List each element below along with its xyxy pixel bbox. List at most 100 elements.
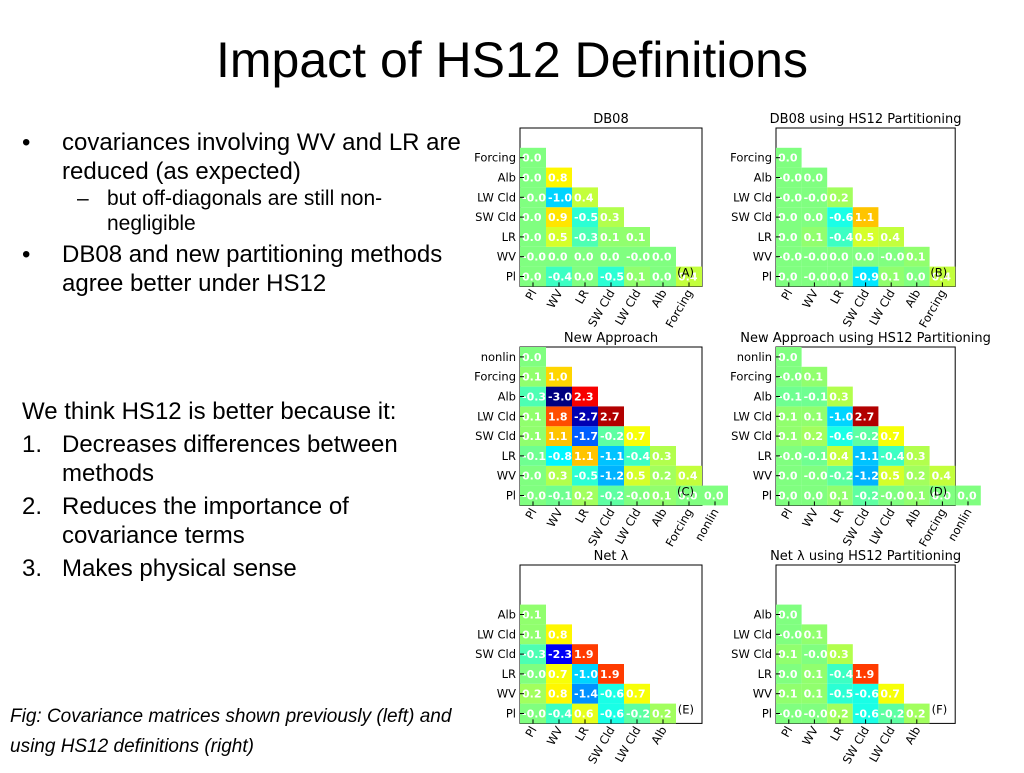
heatmap-cell — [572, 426, 598, 446]
cell-value: -1.2 — [855, 470, 879, 483]
y-tick-label: LW Cld — [733, 409, 772, 423]
x-tick-label: LW Cld — [612, 506, 644, 547]
reason-number: 1. — [22, 431, 43, 458]
cell-value: 0.4 — [880, 231, 900, 244]
cell-value: 0.1 — [600, 231, 620, 244]
cell-value: -0.4 — [829, 668, 853, 681]
heatmap-cell — [598, 446, 624, 466]
heatmap-cell — [520, 406, 546, 427]
heatmap-cell — [572, 644, 598, 664]
cell-value: 0.1 — [652, 490, 672, 503]
heatmap-cell — [676, 485, 702, 506]
bullet-text: covariances involving WV and LR are redu… — [62, 129, 461, 185]
heatmap-cell — [852, 664, 879, 684]
cell-value: 1.1 — [548, 430, 568, 443]
cell-value: 0.0 — [778, 231, 798, 244]
cell-value: 0.0 — [778, 609, 798, 622]
cell-value: 0.0 — [522, 152, 542, 165]
heatmap-cell — [624, 426, 650, 446]
x-tick-label: Pl — [522, 287, 539, 303]
cell-value: -0.0 — [804, 708, 828, 721]
bullet-list: • covariances involving WV and LR are red… — [22, 128, 462, 298]
figure-caption: Fig: Covariance matrices shown previousl… — [10, 706, 452, 757]
heatmap-cell — [572, 187, 598, 208]
heatmap-cell — [520, 386, 546, 407]
cell-value: 0.0 — [704, 490, 724, 503]
cell-value: 0.1 — [626, 271, 646, 284]
slide-title: Impact of HS12 Definitions — [216, 32, 808, 88]
cell-value: 1.9 — [855, 668, 875, 681]
cell-value: 0.2 — [829, 191, 849, 204]
cell-value: 0.4 — [932, 271, 952, 284]
x-tick-label: LW Cld — [612, 724, 644, 765]
y-tick-label: Alb — [754, 390, 772, 404]
y-tick-label: Alb — [498, 390, 516, 404]
cell-value: 0.3 — [652, 450, 672, 463]
cell-value: -0.2 — [855, 430, 879, 443]
chart-title: New Approach using HS12 Partitioning — [740, 331, 991, 346]
heatmap-cell — [776, 446, 802, 466]
panel-label: (B) — [930, 265, 947, 279]
heatmap-cell — [776, 465, 802, 486]
heatmap-cell — [801, 266, 828, 287]
cell-value: -0.5 — [574, 470, 598, 483]
heatmap-cell — [624, 227, 650, 247]
cell-value: 0.0 — [678, 490, 698, 503]
x-tick-label: Pl — [522, 724, 539, 740]
y-tick-label: LW Cld — [733, 627, 772, 641]
heatmap-cell — [827, 227, 853, 247]
x-tick-label: WV — [544, 506, 566, 530]
heatmap-cell — [852, 703, 879, 724]
cell-value: -0.0 — [804, 470, 828, 483]
cell-value: -0.0 — [778, 251, 802, 264]
cell-value: 0.4 — [932, 470, 952, 483]
cell-value: 0.0 — [829, 271, 849, 284]
heatmap-cell — [520, 465, 546, 486]
cell-value: 0.0 — [778, 668, 798, 681]
cell-value: 0.1 — [906, 490, 926, 503]
cell-value: -0.0 — [804, 648, 828, 661]
cell-value: -0.0 — [522, 708, 546, 721]
heatmap-cell — [520, 207, 546, 227]
heatmap-cell — [776, 426, 802, 446]
heatmap-cell — [776, 703, 802, 724]
heatmap-cell — [520, 347, 546, 367]
heatmap-cell — [546, 366, 572, 387]
reason-text: Reduces the importance of covariance ter… — [62, 493, 349, 549]
cell-value: -0.0 — [778, 708, 802, 721]
cell-value: -0.6 — [600, 708, 624, 721]
cell-value: -0.1 — [522, 450, 546, 463]
y-tick-label: SW Cld — [731, 210, 772, 224]
y-tick-label: LR — [758, 667, 772, 681]
cell-value: 0.3 — [906, 450, 926, 463]
x-tick-label: nonlin — [945, 506, 975, 544]
heatmap-cell — [801, 624, 828, 645]
heatmap-cell — [904, 266, 930, 287]
heatmap-cell — [598, 227, 624, 247]
panel-label: (A) — [677, 265, 694, 279]
heatmap-cell — [955, 485, 981, 506]
cell-value: 0.8 — [548, 688, 568, 701]
y-tick-label: LR — [758, 230, 772, 244]
y-tick-label: LW Cld — [733, 190, 772, 204]
x-tick-label: LR — [827, 724, 846, 743]
cell-value: -0.0 — [804, 191, 828, 204]
x-tick-label: LW Cld — [612, 287, 644, 328]
heatmap-cell — [776, 406, 802, 427]
heatmap-cell — [598, 426, 624, 446]
cell-value: -0.8 — [548, 450, 572, 463]
cell-value: -0.0 — [522, 251, 546, 264]
bullet-item: • covariances involving WV and LR are red… — [22, 128, 462, 186]
bullet-marker: • — [22, 241, 31, 268]
y-tick-label: SW Cld — [731, 647, 772, 661]
heatmap-cell — [572, 207, 598, 227]
heatmap-cell — [520, 167, 546, 188]
x-tick-label: Pl — [778, 287, 795, 303]
heatmap-cell — [572, 406, 598, 427]
heatmap-cell — [852, 207, 879, 227]
chart-title: Net λ — [594, 549, 629, 564]
heatmap-cell — [624, 446, 650, 466]
cell-value: -0.0 — [778, 450, 802, 463]
cell-value: 0.0 — [855, 251, 875, 264]
